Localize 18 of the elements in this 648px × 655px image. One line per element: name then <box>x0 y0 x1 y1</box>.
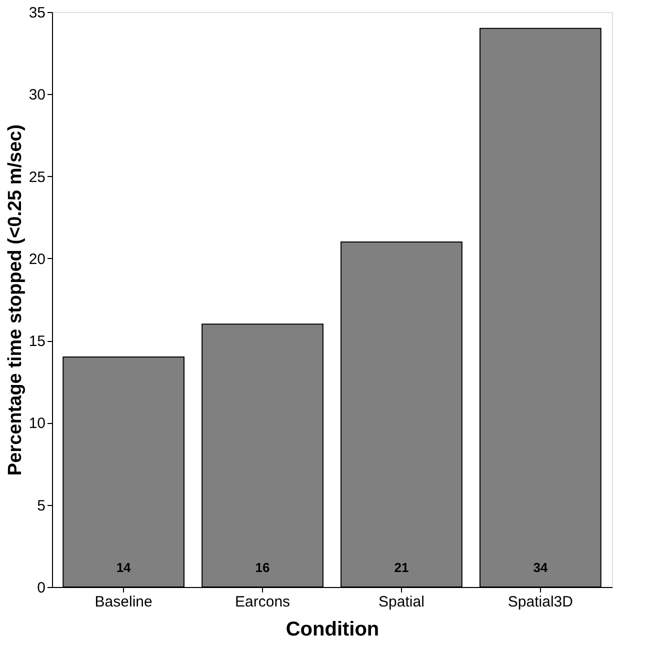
y-tick-label: 0 <box>37 580 46 596</box>
data-label: 34 <box>533 560 548 575</box>
y-tick-label: 20 <box>28 250 46 268</box>
y-tick-label: 15 <box>28 333 46 350</box>
y-tick-label: 25 <box>28 168 46 186</box>
x-tick-label: Spatial <box>378 594 424 610</box>
y-tick-label: 10 <box>28 415 46 432</box>
x-axis-title: Condition <box>286 618 380 640</box>
data-label: 14 <box>116 560 132 575</box>
data-label: 16 <box>255 560 270 575</box>
y-tick-label: 30 <box>28 86 46 104</box>
y-tick-label: 35 <box>28 4 46 22</box>
y-tick-label: 5 <box>37 497 46 514</box>
data-label: 21 <box>394 560 409 575</box>
x-tick-label: Earcons <box>235 594 290 610</box>
x-tick-label: Spatial3D <box>508 594 574 610</box>
y-axis-title: Percentage time stopped (<0.25 m/sec) <box>4 124 26 476</box>
x-tick-label: Baseline <box>94 594 152 610</box>
